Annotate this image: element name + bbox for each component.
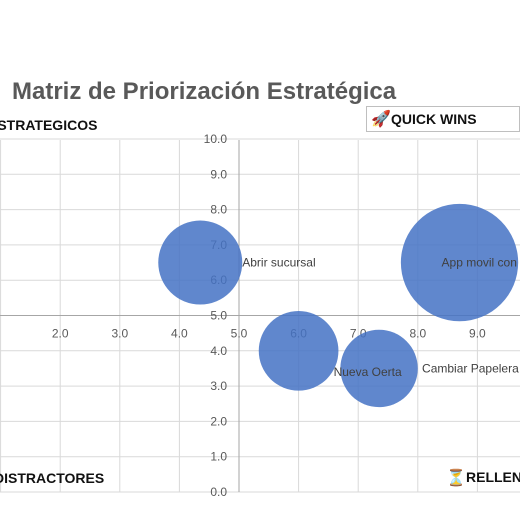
quadrant-label-top-left: ESTRATEGICOS	[0, 117, 98, 133]
quadrant-label-bottom-right: ⏳ RELLENO	[446, 469, 520, 487]
x-tick-label: 3.0	[111, 327, 128, 341]
y-tick-label: 1.0	[210, 450, 227, 464]
x-tick-label: 9.0	[469, 327, 486, 341]
bubble-point	[340, 329, 418, 408]
y-tick-label: 2.0	[210, 414, 227, 428]
y-tick-label: 0.0	[210, 485, 227, 499]
bubble-point	[400, 203, 519, 322]
x-tick-label: 2.0	[52, 327, 69, 341]
hourglass-icon: ⏳	[446, 470, 466, 487]
data-label: App movil con	[442, 256, 517, 270]
y-tick-label: 5.0	[210, 309, 227, 323]
rocket-icon: 🚀	[371, 111, 391, 128]
quadrant-label-top-right-text: QUICK WINS	[391, 111, 477, 127]
chart-title: Matriz de Priorización Estratégica	[12, 78, 397, 105]
bubble-point	[258, 310, 339, 391]
y-tick-label: 3.0	[210, 379, 227, 393]
x-tick-label: 5.0	[231, 327, 248, 341]
data-label: Abrir sucursal	[242, 256, 315, 270]
bubble-point	[158, 220, 243, 305]
y-tick-label: 8.0	[210, 203, 227, 217]
data-label: Cambiar Papelera	[422, 361, 519, 375]
x-tick-label: 8.0	[409, 327, 426, 341]
y-tick-label: 4.0	[210, 344, 227, 358]
quadrant-label-top-right: 🚀 QUICK WINS	[366, 106, 520, 132]
y-tick-label: 10.0	[204, 132, 228, 146]
quadrant-label-bottom-right-text: RELLENO	[466, 469, 520, 485]
x-tick-label: 4.0	[171, 327, 188, 341]
y-tick-label: 9.0	[210, 167, 227, 181]
data-label: Nueva Oerta	[334, 365, 402, 379]
quadrant-label-bottom-left: DISTRACTORES	[0, 470, 105, 486]
